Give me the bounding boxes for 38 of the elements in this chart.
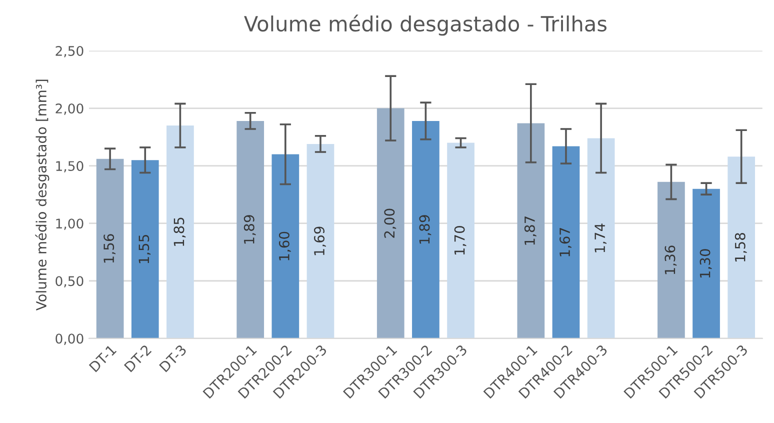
data-label: 2,00	[384, 208, 396, 238]
bar	[517, 123, 545, 338]
data-label: 1,85	[174, 218, 186, 246]
data-label: 1,60	[278, 232, 291, 260]
bar	[587, 138, 615, 338]
bar	[692, 188, 720, 338]
data-label: 1,67	[560, 228, 572, 256]
data-label: 1,58	[734, 232, 747, 262]
y-axis-title: Volume médio desgastado [mm³]	[35, 80, 50, 310]
y-tick-label: 0,50	[56, 276, 84, 288]
bar	[447, 142, 474, 338]
y-tick-label: 1,00	[56, 218, 84, 230]
bar	[376, 108, 404, 338]
y-tick-label: 2,00	[56, 104, 84, 115]
bar	[96, 158, 124, 338]
data-label: 1,74	[594, 224, 607, 252]
data-label: 1,89	[244, 215, 256, 244]
bar	[728, 156, 756, 338]
bar	[658, 182, 685, 338]
y-tick-label: 2,50	[56, 46, 84, 58]
y-tick-label: 1,50	[56, 161, 84, 172]
data-label: 1,69	[314, 226, 326, 256]
data-label: 1,55	[138, 234, 151, 264]
chart-title: Volume médio desgastado - Trilhas	[244, 14, 606, 36]
bar	[306, 144, 334, 338]
data-label: 1,87	[524, 216, 536, 245]
y-tick-label: 0,00	[56, 334, 84, 345]
bar	[272, 154, 300, 338]
data-label: 1,70	[454, 226, 466, 255]
bar	[166, 126, 194, 338]
bar	[412, 120, 440, 338]
bar	[131, 160, 159, 338]
data-label: 1,56	[104, 234, 116, 263]
data-label: 1,30	[700, 249, 712, 278]
bar	[236, 120, 264, 338]
data-label: 1,89	[419, 215, 432, 244]
bar	[552, 146, 580, 338]
data-label: 1,36	[664, 246, 677, 274]
